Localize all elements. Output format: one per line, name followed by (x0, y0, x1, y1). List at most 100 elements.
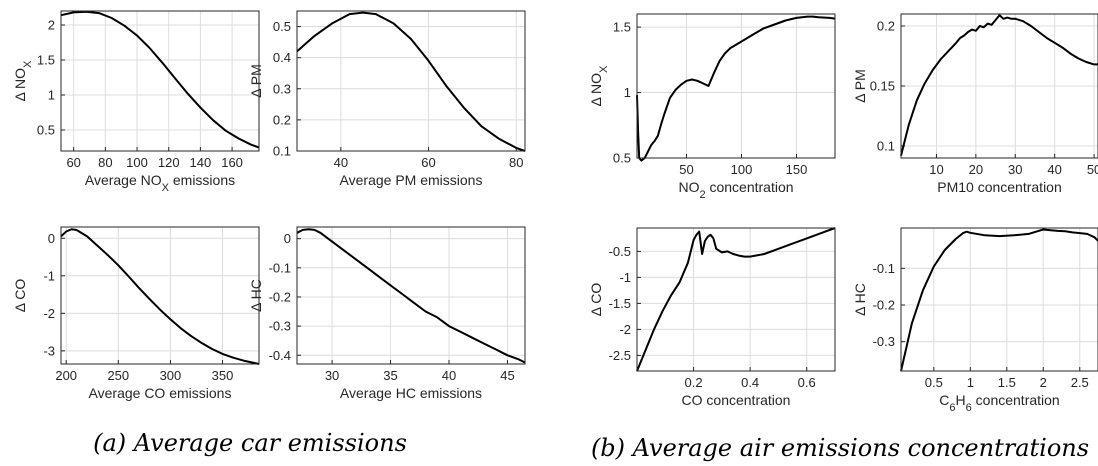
x-tick-label: 0.4 (741, 375, 759, 390)
plot-area (61, 11, 259, 151)
x-tick-label: 40 (334, 155, 348, 170)
y-tick-label: -0.3 (873, 334, 895, 349)
y-tick-label: -0.2 (269, 289, 291, 304)
y-tick-label: 1 (624, 85, 631, 100)
axes-frame (636, 227, 836, 372)
plot-area (637, 228, 835, 371)
y-axis-label: Δ HC (248, 279, 264, 312)
y-tick-label: 0.1 (877, 139, 895, 154)
series-line (900, 14, 1098, 156)
x-tick-label: 350 (212, 368, 234, 383)
panel-group-a: 60 80 100 120 140 160 0.5 1 1.5 2 Average NOX emis… (12, 10, 526, 401)
x-tick-label: 30 (325, 368, 339, 383)
y-tick-label: -2 (619, 322, 631, 337)
x-tick-label: 160 (221, 155, 243, 170)
series-line (636, 227, 836, 372)
plot-area (901, 228, 1098, 371)
x-tick-label: 40 (442, 368, 456, 383)
subplot-b4: 0.5 1 1.5 2 2.5 -0.3 -0.2 -0.1 C6H6 concentratio… (852, 227, 1098, 414)
x-tick-label: 1 (967, 375, 974, 390)
x-tick-label: 60 (421, 155, 435, 170)
y-tick-label: 0.4 (273, 50, 291, 65)
y-tick-label: -0.1 (873, 261, 895, 276)
x-axis-label: C6H6 concentration (939, 392, 1059, 414)
y-tick-label: -1.5 (609, 296, 631, 311)
subplot-b1: 50 100 150 0.5 1 1.5 NO2 concentration Δ NOX (588, 13, 836, 201)
y-tick-label: -1 (43, 268, 55, 283)
x-tick-label: 80 (98, 155, 112, 170)
y-tick-label: 0.2 (877, 19, 895, 34)
y-axis-label: Δ CO (12, 279, 28, 313)
series-line (636, 15, 836, 162)
y-tick-label: -0.2 (873, 298, 895, 313)
subplot-b3: 0.2 0.4 0.6 -2.5 -2 -1.5 -1 -0.5 CO concentratio… (588, 227, 836, 408)
x-axis-label: Average PM emissions (340, 172, 483, 188)
axes-frame (296, 226, 526, 365)
x-axis-label: NO2 concentration (678, 179, 793, 201)
x-tick-label: 200 (55, 368, 77, 383)
caption-right: (b) Average air emissions concentrations (591, 434, 1089, 462)
x-tick-label: 150 (786, 162, 808, 177)
y-tick-label: 0.15 (870, 79, 895, 94)
x-tick-label: 60 (66, 155, 80, 170)
x-tick-label: 100 (731, 162, 753, 177)
axes-frame (60, 10, 260, 152)
y-tick-label: -2 (43, 306, 55, 321)
y-axis-label: Δ CO (588, 283, 604, 317)
x-axis-label: Average CO emissions (89, 385, 232, 401)
x-tick-label: 0.2 (685, 375, 703, 390)
y-tick-label: -3 (43, 343, 55, 358)
x-tick-label: 45 (500, 368, 514, 383)
y-tick-label: 0.3 (273, 81, 291, 96)
y-tick-label: 0.5 (37, 123, 55, 138)
x-tick-label: 20 (969, 162, 983, 177)
y-tick-label: -0.5 (609, 244, 631, 259)
subplot-b2: 10 20 30 40 50 0.1 0.15 0.2 PM10 concentration Δ … (852, 13, 1098, 195)
y-tick-label: -2.5 (609, 348, 631, 363)
y-tick-label: -0.4 (269, 348, 291, 363)
plot-area (61, 227, 259, 364)
subplot-a1: 60 80 100 120 140 160 0.5 1 1.5 2 Average NOX emis… (12, 10, 260, 194)
y-tick-label: 1 (48, 88, 55, 103)
series-line (296, 11, 526, 152)
plot-area (637, 14, 835, 158)
series-line (296, 228, 526, 364)
subplot-a4: 30 35 40 45 -0.4 -0.3 -0.2 -0.1 0 Average HC emis… (248, 226, 526, 401)
x-tick-label: 35 (383, 368, 397, 383)
series-line (60, 228, 260, 365)
x-axis-label: Average NOX emissions (85, 172, 235, 194)
x-tick-label: 50 (1087, 162, 1098, 177)
x-tick-label: 1.5 (998, 375, 1016, 390)
series-line (60, 10, 260, 149)
axes-frame (636, 13, 836, 159)
y-axis-label: Δ NOX (588, 65, 610, 106)
y-axis-label: Δ HC (852, 283, 868, 316)
x-tick-label: 10 (929, 162, 943, 177)
axes-frame (900, 227, 1098, 372)
x-axis-label: CO concentration (682, 392, 791, 408)
y-tick-label: -0.3 (269, 319, 291, 334)
x-tick-label: 2.5 (1071, 375, 1089, 390)
axes-frame (60, 226, 260, 365)
y-axis-label: Δ NOX (12, 60, 34, 101)
x-tick-label: 140 (190, 155, 212, 170)
axes-frame (900, 13, 1098, 159)
x-tick-label: 300 (160, 368, 182, 383)
x-tick-label: 250 (107, 368, 129, 383)
x-tick-label: 0.6 (798, 375, 816, 390)
y-tick-label: 0.5 (613, 151, 631, 166)
x-axis-label: PM10 concentration (937, 179, 1062, 195)
y-axis-label: Δ PM (248, 64, 264, 97)
y-tick-label: 0 (284, 231, 291, 246)
x-tick-label: 50 (679, 162, 693, 177)
y-tick-label: 0.1 (273, 144, 291, 159)
x-tick-label: 40 (1047, 162, 1061, 177)
y-tick-label: -1 (619, 270, 631, 285)
x-tick-label: 120 (158, 155, 180, 170)
y-tick-label: 0.2 (273, 112, 291, 127)
y-axis-label: Δ PM (852, 69, 868, 102)
x-tick-label: 2 (1040, 375, 1047, 390)
x-tick-label: 100 (126, 155, 148, 170)
